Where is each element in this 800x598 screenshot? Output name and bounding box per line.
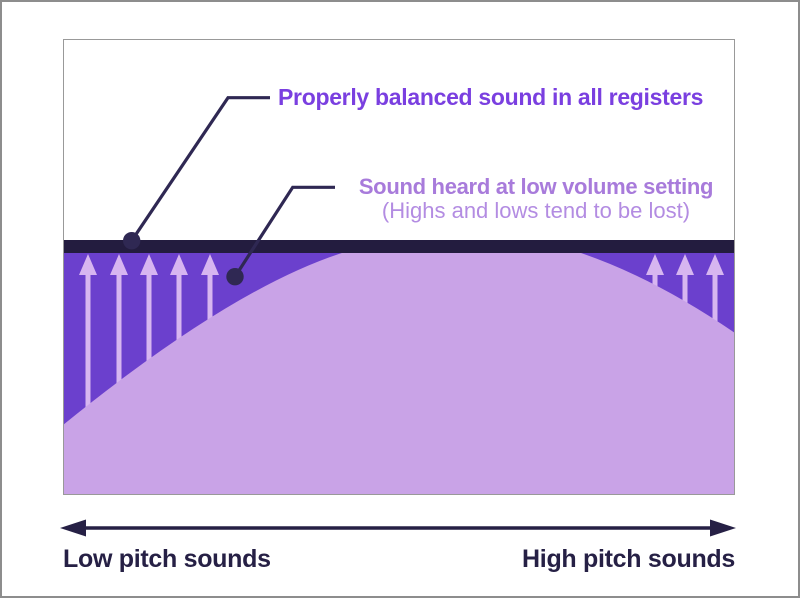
- up-arrow-shaft: [85, 273, 91, 491]
- up-arrow-head: [79, 254, 97, 275]
- up-arrow-head: [110, 254, 128, 275]
- pitch-axis-arrowhead-right: [710, 519, 736, 537]
- up-arrow-head: [676, 254, 694, 275]
- up-arrow-head: [140, 254, 158, 275]
- high-pitch-label: High pitch sounds: [522, 545, 735, 573]
- balanced-line: [63, 240, 735, 253]
- pitch-axis-arrow: [60, 519, 736, 537]
- plot-border: [63, 39, 735, 495]
- low-volume-label: Sound heard at low volume setting (Highs…: [340, 175, 732, 223]
- up-arrow-head: [170, 254, 188, 275]
- up-arrow-head: [646, 254, 664, 275]
- low-pitch-label: Low pitch sounds: [63, 545, 271, 573]
- low-volume-label-sub: (Highs and lows tend to be lost): [381, 198, 691, 223]
- low-volume-label-main: Sound heard at low volume setting: [358, 174, 714, 199]
- balanced-sound-label: Properly balanced sound in all registers: [278, 84, 704, 110]
- low-volume-dome: [63, 252, 735, 495]
- up-arrow-head: [706, 254, 724, 275]
- up-arrow-head: [201, 254, 219, 275]
- pitch-axis-arrowhead-left: [60, 519, 86, 537]
- frequency-response-plot: [63, 39, 735, 495]
